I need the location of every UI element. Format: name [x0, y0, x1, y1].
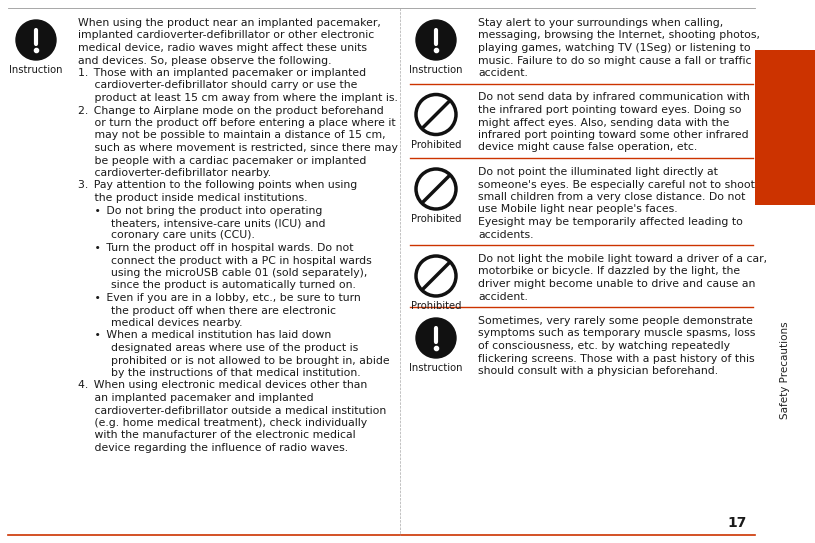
Circle shape: [416, 318, 456, 358]
Circle shape: [416, 20, 456, 60]
Text: 17: 17: [728, 516, 747, 530]
Text: coronary care units (CCU).: coronary care units (CCU).: [78, 230, 255, 241]
Text: the infrared port pointing toward eyes. Doing so: the infrared port pointing toward eyes. …: [478, 105, 742, 115]
Text: playing games, watching TV (1Seg) or listening to: playing games, watching TV (1Seg) or lis…: [478, 43, 751, 53]
Text: accidents.: accidents.: [478, 230, 534, 239]
Text: accident.: accident.: [478, 292, 528, 301]
Text: may not be possible to maintain a distance of 15 cm,: may not be possible to maintain a distan…: [78, 130, 385, 141]
Text: symptoms such as temporary muscle spasms, loss: symptoms such as temporary muscle spasms…: [478, 329, 756, 338]
Text: motorbike or bicycle. If dazzled by the light, the: motorbike or bicycle. If dazzled by the …: [478, 267, 740, 276]
Text: flickering screens. Those with a past history of this: flickering screens. Those with a past hi…: [478, 353, 755, 363]
Text: Instruction: Instruction: [409, 363, 463, 373]
Text: be people with a cardiac pacemaker or implanted: be people with a cardiac pacemaker or im…: [78, 155, 367, 166]
Text: medical device, radio waves might affect these units: medical device, radio waves might affect…: [78, 43, 367, 53]
Text: Safety Precautions: Safety Precautions: [780, 321, 790, 419]
Text: with the manufacturer of the electronic medical: with the manufacturer of the electronic …: [78, 431, 355, 440]
Text: Do not light the mobile light toward a driver of a car,: Do not light the mobile light toward a d…: [478, 254, 767, 264]
Text: Instruction: Instruction: [409, 65, 463, 75]
Circle shape: [16, 20, 56, 60]
Text: someone's eyes. Be especially careful not to shoot: someone's eyes. Be especially careful no…: [478, 180, 755, 190]
Text: Prohibited: Prohibited: [411, 301, 461, 311]
Text: Stay alert to your surroundings when calling,: Stay alert to your surroundings when cal…: [478, 18, 723, 28]
Text: • Do not bring the product into operating: • Do not bring the product into operatin…: [78, 205, 323, 216]
Text: such as where movement is restricted, since there may: such as where movement is restricted, si…: [78, 143, 398, 153]
Text: medical devices nearby.: medical devices nearby.: [78, 318, 243, 328]
Text: (e.g. home medical treatment), check individually: (e.g. home medical treatment), check ind…: [78, 418, 367, 428]
Text: 4. When using electronic medical devices other than: 4. When using electronic medical devices…: [78, 381, 368, 390]
Text: • When a medical institution has laid down: • When a medical institution has laid do…: [78, 331, 331, 340]
Text: should consult with a physician beforehand.: should consult with a physician beforeha…: [478, 366, 718, 376]
Text: since the product is automatically turned on.: since the product is automatically turne…: [78, 281, 356, 291]
Text: or turn the product off before entering a place where it: or turn the product off before entering …: [78, 118, 395, 128]
Text: by the instructions of that medical institution.: by the instructions of that medical inst…: [78, 368, 360, 378]
Text: device might cause false operation, etc.: device might cause false operation, etc.: [478, 142, 698, 153]
Text: Do not send data by infrared communication with: Do not send data by infrared communicati…: [478, 92, 750, 103]
Text: Sometimes, very rarely some people demonstrate: Sometimes, very rarely some people demon…: [478, 316, 753, 326]
Text: 2. Change to Airplane mode on the product beforehand: 2. Change to Airplane mode on the produc…: [78, 105, 384, 116]
Text: designated areas where use of the product is: designated areas where use of the produc…: [78, 343, 359, 353]
Text: cardioverter-defibrillator should carry or use the: cardioverter-defibrillator should carry …: [78, 80, 357, 91]
Text: theaters, intensive-care units (ICU) and: theaters, intensive-care units (ICU) and: [78, 218, 325, 228]
Text: • Turn the product off in hospital wards. Do not: • Turn the product off in hospital wards…: [78, 243, 354, 253]
Text: device regarding the influence of radio waves.: device regarding the influence of radio …: [78, 443, 348, 453]
Text: connect the product with a PC in hospital wards: connect the product with a PC in hospita…: [78, 256, 372, 266]
Text: cardioverter-defibrillator nearby.: cardioverter-defibrillator nearby.: [78, 168, 271, 178]
Text: driver might become unable to drive and cause an: driver might become unable to drive and …: [478, 279, 756, 289]
Text: of consciousness, etc. by watching repeatedly: of consciousness, etc. by watching repea…: [478, 341, 730, 351]
Text: cardioverter-defibrillator outside a medical institution: cardioverter-defibrillator outside a med…: [78, 406, 386, 415]
Text: 1. Those with an implanted pacemaker or implanted: 1. Those with an implanted pacemaker or …: [78, 68, 366, 78]
Text: Eyesight may be temporarily affected leading to: Eyesight may be temporarily affected lea…: [478, 217, 743, 227]
Text: use Mobile light near people's faces.: use Mobile light near people's faces.: [478, 205, 677, 214]
Text: When using the product near an implanted pacemaker,: When using the product near an implanted…: [78, 18, 381, 28]
Text: music. Failure to do so might cause a fall or traffic: music. Failure to do so might cause a fa…: [478, 55, 751, 66]
Text: product at least 15 cm away from where the implant is.: product at least 15 cm away from where t…: [78, 93, 398, 103]
Text: implanted cardioverter-defibrillator or other electronic: implanted cardioverter-defibrillator or …: [78, 30, 374, 41]
Text: Prohibited: Prohibited: [411, 140, 461, 149]
Text: the product off when there are electronic: the product off when there are electroni…: [78, 306, 336, 315]
Text: the product inside medical institutions.: the product inside medical institutions.: [78, 193, 307, 203]
Text: 3. Pay attention to the following points when using: 3. Pay attention to the following points…: [78, 180, 357, 191]
Text: small children from a very close distance. Do not: small children from a very close distanc…: [478, 192, 746, 202]
Text: messaging, browsing the Internet, shooting photos,: messaging, browsing the Internet, shooti…: [478, 30, 760, 41]
Text: • Even if you are in a lobby, etc., be sure to turn: • Even if you are in a lobby, etc., be s…: [78, 293, 361, 303]
Text: Instruction: Instruction: [9, 65, 63, 75]
Bar: [755, 50, 815, 205]
Text: using the microUSB cable 01 (sold separately),: using the microUSB cable 01 (sold separa…: [78, 268, 368, 278]
Text: Do not point the illuminated light directly at: Do not point the illuminated light direc…: [478, 167, 718, 177]
Text: might affect eyes. Also, sending data with the: might affect eyes. Also, sending data wi…: [478, 117, 729, 128]
Text: infrared port pointing toward some other infrared: infrared port pointing toward some other…: [478, 130, 749, 140]
Text: prohibited or is not allowed to be brought in, abide: prohibited or is not allowed to be broug…: [78, 356, 390, 365]
Text: an implanted pacemaker and implanted: an implanted pacemaker and implanted: [78, 393, 314, 403]
Text: Prohibited: Prohibited: [411, 214, 461, 224]
Text: and devices. So, please observe the following.: and devices. So, please observe the foll…: [78, 55, 332, 66]
Text: accident.: accident.: [478, 68, 528, 78]
